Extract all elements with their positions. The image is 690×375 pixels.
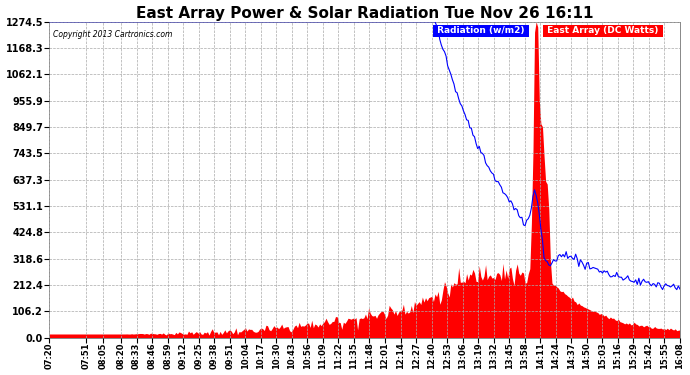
Title: East Array Power & Solar Radiation Tue Nov 26 16:11: East Array Power & Solar Radiation Tue N… bbox=[136, 6, 593, 21]
Text: East Array (DC Watts): East Array (DC Watts) bbox=[544, 27, 662, 36]
Text: Radiation (w/m2): Radiation (w/m2) bbox=[434, 27, 528, 36]
Text: Copyright 2013 Cartronics.com: Copyright 2013 Cartronics.com bbox=[52, 30, 172, 39]
